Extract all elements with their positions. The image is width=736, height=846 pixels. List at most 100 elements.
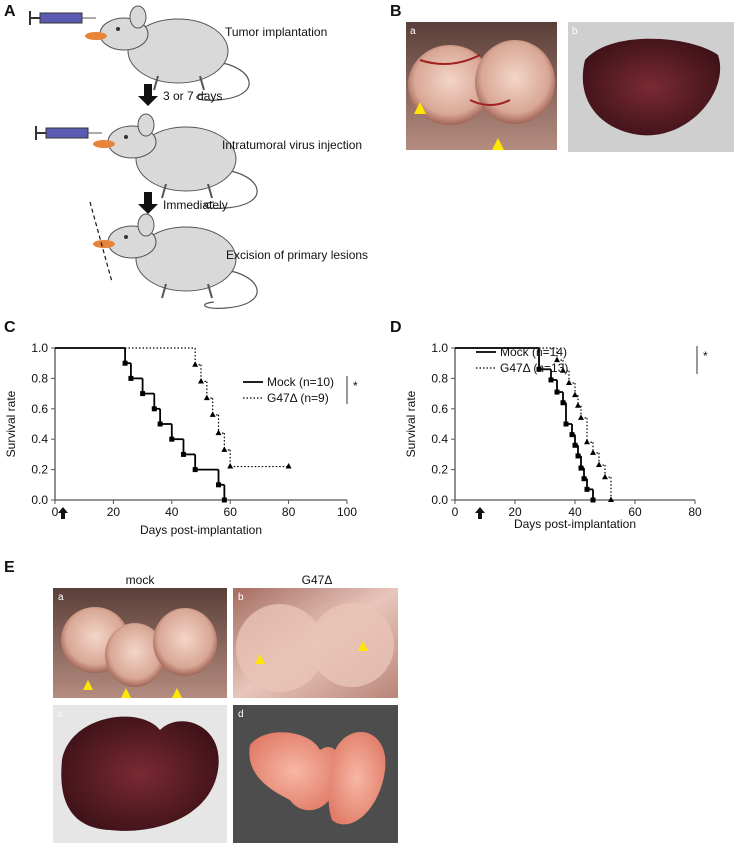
y-tick-label: 0.0 [31, 493, 48, 507]
x-tick-label: 60 [224, 505, 238, 519]
x-tick-label: 20 [508, 505, 522, 519]
x-tick-label: 20 [107, 505, 121, 519]
legend-label: G47Δ (n=13) [500, 361, 568, 375]
injection-arrow [475, 507, 485, 519]
y-tick-label: 0.0 [431, 493, 448, 507]
injection-arrow [58, 507, 68, 519]
marker [560, 400, 566, 406]
syringe-icon [29, 10, 97, 26]
step-label: Tumor implantation [225, 25, 327, 39]
x-axis-label: Days post-implantation [514, 517, 636, 531]
marker [221, 497, 227, 503]
x-tick-label: 0 [452, 505, 459, 519]
photo-label: a [410, 26, 416, 37]
y-tick-label: 0.6 [31, 402, 48, 416]
legend-label: Mock (n=10) [267, 375, 334, 389]
significance-annotation: * [703, 349, 708, 363]
marker [596, 461, 602, 468]
y-tick-label: 1.0 [431, 341, 448, 355]
marker [221, 446, 228, 452]
step-label: Intratumoral virus injection [222, 138, 362, 152]
column-label: G47Δ [302, 573, 333, 587]
marker [581, 476, 587, 482]
marker [180, 451, 186, 457]
photo: a [53, 588, 227, 698]
column-label: mock [126, 573, 156, 587]
marker [572, 442, 578, 448]
y-tick-label: 0.4 [431, 432, 448, 446]
photo-label: b [572, 26, 578, 37]
y-tick-label: 0.8 [31, 371, 48, 385]
y-tick-label: 0.8 [431, 371, 448, 385]
x-tick-label: 80 [282, 505, 296, 519]
panel-label: D [390, 319, 402, 336]
y-axis-label: Survival rate [404, 390, 418, 457]
marker [227, 463, 234, 469]
marker [169, 436, 175, 442]
y-tick-label: 0.6 [431, 402, 448, 416]
marker [122, 360, 128, 366]
photo-label: b [238, 592, 244, 603]
marker [575, 453, 581, 459]
photo: b [568, 22, 734, 152]
marker [151, 406, 157, 412]
x-tick-label: 60 [628, 505, 642, 519]
photo-label: d [238, 709, 244, 720]
marker [536, 366, 542, 372]
marker [192, 467, 198, 473]
panel-label: B [390, 3, 402, 20]
down-arrow [138, 192, 158, 214]
marker [128, 375, 134, 381]
mouse-icon [84, 5, 251, 102]
down-arrow [138, 84, 158, 106]
marker [563, 421, 569, 427]
interval-label: 3 or 7 days [163, 89, 222, 103]
marker [285, 463, 292, 469]
marker [192, 361, 199, 367]
marker [575, 402, 581, 408]
syringe-icon [35, 125, 103, 141]
legend-label: G47Δ (n=9) [267, 391, 329, 405]
y-tick-label: 0.4 [31, 432, 48, 446]
marker [198, 377, 204, 384]
photo-label: c [58, 709, 63, 720]
marker [209, 411, 216, 417]
photo: b [233, 588, 398, 698]
marker [584, 486, 590, 492]
y-tick-label: 0.2 [431, 463, 448, 477]
marker [560, 367, 566, 373]
x-axis-label: Days post-implantation [140, 523, 262, 537]
marker [590, 497, 596, 503]
x-tick-label: 100 [337, 505, 357, 519]
photo: a [406, 22, 557, 150]
series [455, 347, 614, 502]
x-tick-label: 40 [568, 505, 582, 519]
interval-label: Immediately [163, 198, 228, 212]
marker [569, 432, 575, 438]
marker [203, 394, 210, 401]
marker [578, 465, 584, 471]
x-tick-label: 40 [165, 505, 179, 519]
marker [554, 356, 560, 363]
series [55, 347, 227, 503]
significance-annotation: * [353, 379, 358, 393]
marker [548, 377, 554, 383]
mouse-icon [92, 113, 259, 210]
marker [566, 379, 572, 385]
y-tick-label: 1.0 [31, 341, 48, 355]
marker [554, 389, 560, 395]
panel-label: E [4, 559, 15, 576]
photo: d [233, 705, 398, 843]
y-tick-label: 0.2 [31, 463, 48, 477]
step-label: Excision of primary lesions [226, 248, 368, 262]
marker [608, 496, 614, 502]
x-tick-label: 80 [688, 505, 702, 519]
marker [216, 482, 222, 488]
panel-label: A [4, 3, 16, 20]
marker [584, 438, 590, 445]
marker [572, 391, 578, 398]
marker [140, 391, 146, 397]
x-tick-label: 0 [52, 505, 59, 519]
